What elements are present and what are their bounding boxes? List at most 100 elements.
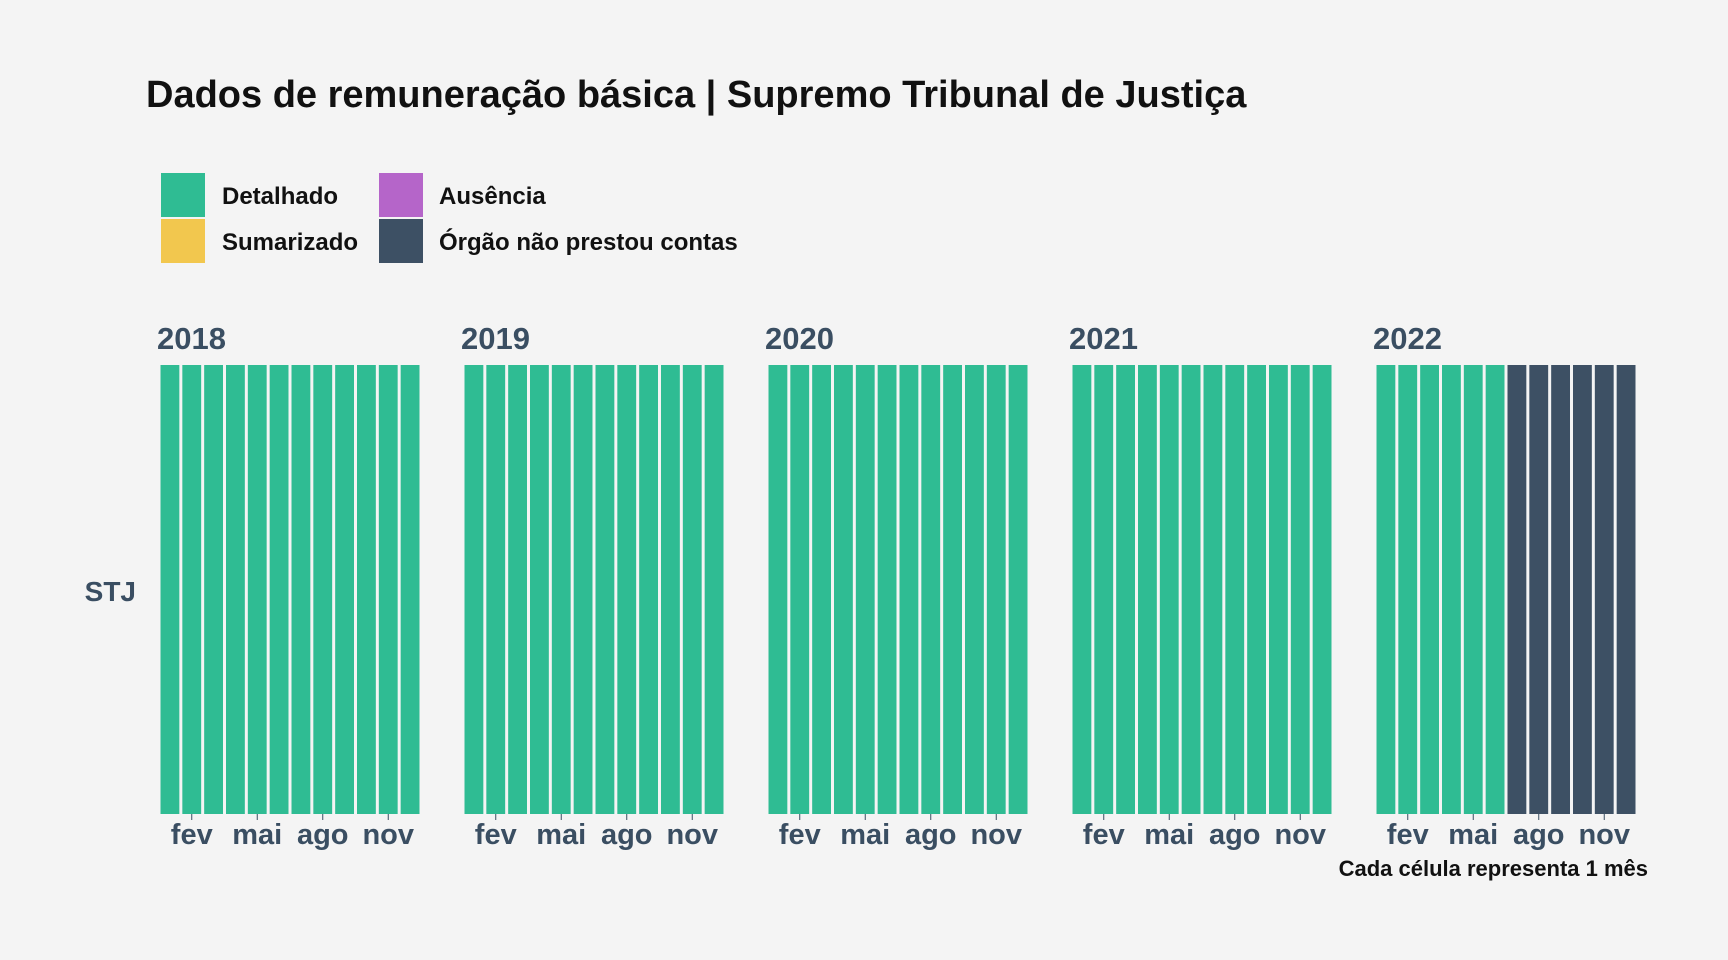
cell-2021-7 [1203, 365, 1223, 814]
cell-2022-2 [1398, 365, 1418, 814]
cell-2020-7 [899, 365, 919, 814]
panel-2019: 2019 fev mai ago nov [461, 321, 724, 851]
tick-label-2022-fev: fev [1387, 819, 1429, 851]
chart-caption: Cada célula representa 1 mês [1339, 856, 1648, 881]
cell-2019-11 [682, 365, 702, 814]
cell-2021-11 [1290, 365, 1310, 814]
cell-2019-4 [530, 365, 549, 814]
cell-2019-12 [704, 365, 724, 814]
cell-2021-1 [1072, 365, 1092, 814]
tick-label-2020-nov: nov [970, 819, 1022, 851]
cell-2018-9 [335, 365, 354, 814]
cell-2020-3 [812, 365, 831, 814]
panel-2020: 2020 fev mai ago nov [765, 321, 1028, 851]
cell-2019-1 [464, 365, 484, 814]
cell-2022-5 [1463, 365, 1483, 814]
cell-2022-10 [1573, 365, 1592, 814]
cell-2019-6 [573, 365, 593, 814]
legend-label-0: Detalhado [222, 183, 338, 210]
panel-2018: 2018 fev mai ago nov [157, 321, 420, 851]
legend-swatch-2 [379, 173, 423, 217]
cell-2018-7 [291, 365, 311, 814]
tick-label-2018-fev: fev [171, 819, 213, 851]
tick-label-2022-nov: nov [1578, 819, 1630, 851]
cell-2018-8 [313, 365, 333, 814]
tick-label-2020-fev: fev [779, 819, 821, 851]
cell-2020-10 [965, 365, 984, 814]
tick-label-2018-ago: ago [297, 819, 349, 851]
cell-2018-12 [400, 365, 420, 814]
cell-2021-9 [1247, 365, 1266, 814]
cell-2021-10 [1269, 365, 1288, 814]
tick-label-2021-fev: fev [1083, 819, 1125, 851]
cell-2021-5 [1159, 365, 1179, 814]
cell-2018-10 [357, 365, 376, 814]
panel-2021: 2021 fev mai ago nov [1069, 321, 1332, 851]
legend-swatch-0 [161, 173, 205, 217]
legend-label-2: Ausência [439, 183, 546, 210]
legend-label-1: Sumarizado [222, 229, 358, 256]
cell-2020-12 [1008, 365, 1028, 814]
year-label-2020: 2020 [765, 321, 834, 356]
year-label-2019: 2019 [461, 321, 530, 356]
panel-2022: 2022 fev mai ago nov [1373, 321, 1636, 851]
tick-label-2018-nov: nov [362, 819, 414, 851]
cell-2021-2 [1094, 365, 1114, 814]
cell-2022-8 [1529, 365, 1549, 814]
tick-label-2021-ago: ago [1209, 819, 1261, 851]
tick-label-2019-mai: mai [536, 819, 586, 851]
tick-label-2022-mai: mai [1448, 819, 1498, 851]
cell-2019-2 [486, 365, 506, 814]
cell-2018-1 [160, 365, 180, 814]
cell-2021-6 [1181, 365, 1201, 814]
legend-label-3: Órgão não prestou contas [439, 228, 738, 256]
cell-2022-6 [1485, 365, 1505, 814]
row-label-stj: STJ [85, 576, 136, 607]
year-label-2021: 2021 [1069, 321, 1138, 356]
cell-2021-12 [1312, 365, 1332, 814]
cell-2021-4 [1138, 365, 1157, 814]
tick-label-2020-mai: mai [840, 819, 890, 851]
tick-label-2020-ago: ago [905, 819, 957, 851]
cell-2020-5 [855, 365, 875, 814]
cell-2018-5 [247, 365, 267, 814]
legend-swatch-3 [379, 219, 423, 263]
legend-swatch-1 [161, 219, 205, 263]
tick-label-2019-fev: fev [475, 819, 517, 851]
tick-label-2018-mai: mai [232, 819, 282, 851]
tick-label-2019-ago: ago [601, 819, 653, 851]
cell-2021-8 [1225, 365, 1245, 814]
cell-2018-6 [269, 365, 289, 814]
cell-2020-11 [986, 365, 1006, 814]
cell-2018-3 [204, 365, 223, 814]
tick-label-2021-nov: nov [1274, 819, 1326, 851]
cell-2022-4 [1442, 365, 1461, 814]
cell-2020-1 [768, 365, 788, 814]
cell-2020-6 [877, 365, 897, 814]
cell-2021-3 [1116, 365, 1135, 814]
cell-2018-4 [226, 365, 245, 814]
cell-2022-3 [1420, 365, 1439, 814]
cell-2019-8 [617, 365, 637, 814]
tick-label-2021-mai: mai [1144, 819, 1194, 851]
cell-2022-7 [1507, 365, 1527, 814]
cell-2020-2 [790, 365, 810, 814]
cell-2022-1 [1376, 365, 1396, 814]
cell-2022-9 [1551, 365, 1570, 814]
cell-2020-4 [834, 365, 853, 814]
cell-2022-11 [1594, 365, 1614, 814]
legend: Detalhado Sumarizado Ausência Órgão não pre… [161, 173, 738, 263]
cell-2018-2 [182, 365, 202, 814]
year-label-2022: 2022 [1373, 321, 1442, 356]
tick-label-2019-nov: nov [666, 819, 718, 851]
cell-2020-9 [943, 365, 962, 814]
cell-2019-10 [661, 365, 680, 814]
chart-title: Dados de remuneração básica | Supremo Tr… [146, 74, 1247, 116]
cell-2022-12 [1616, 365, 1636, 814]
cell-2018-11 [378, 365, 398, 814]
year-label-2018: 2018 [157, 321, 226, 356]
cell-2019-7 [595, 365, 615, 814]
cell-2019-9 [639, 365, 658, 814]
